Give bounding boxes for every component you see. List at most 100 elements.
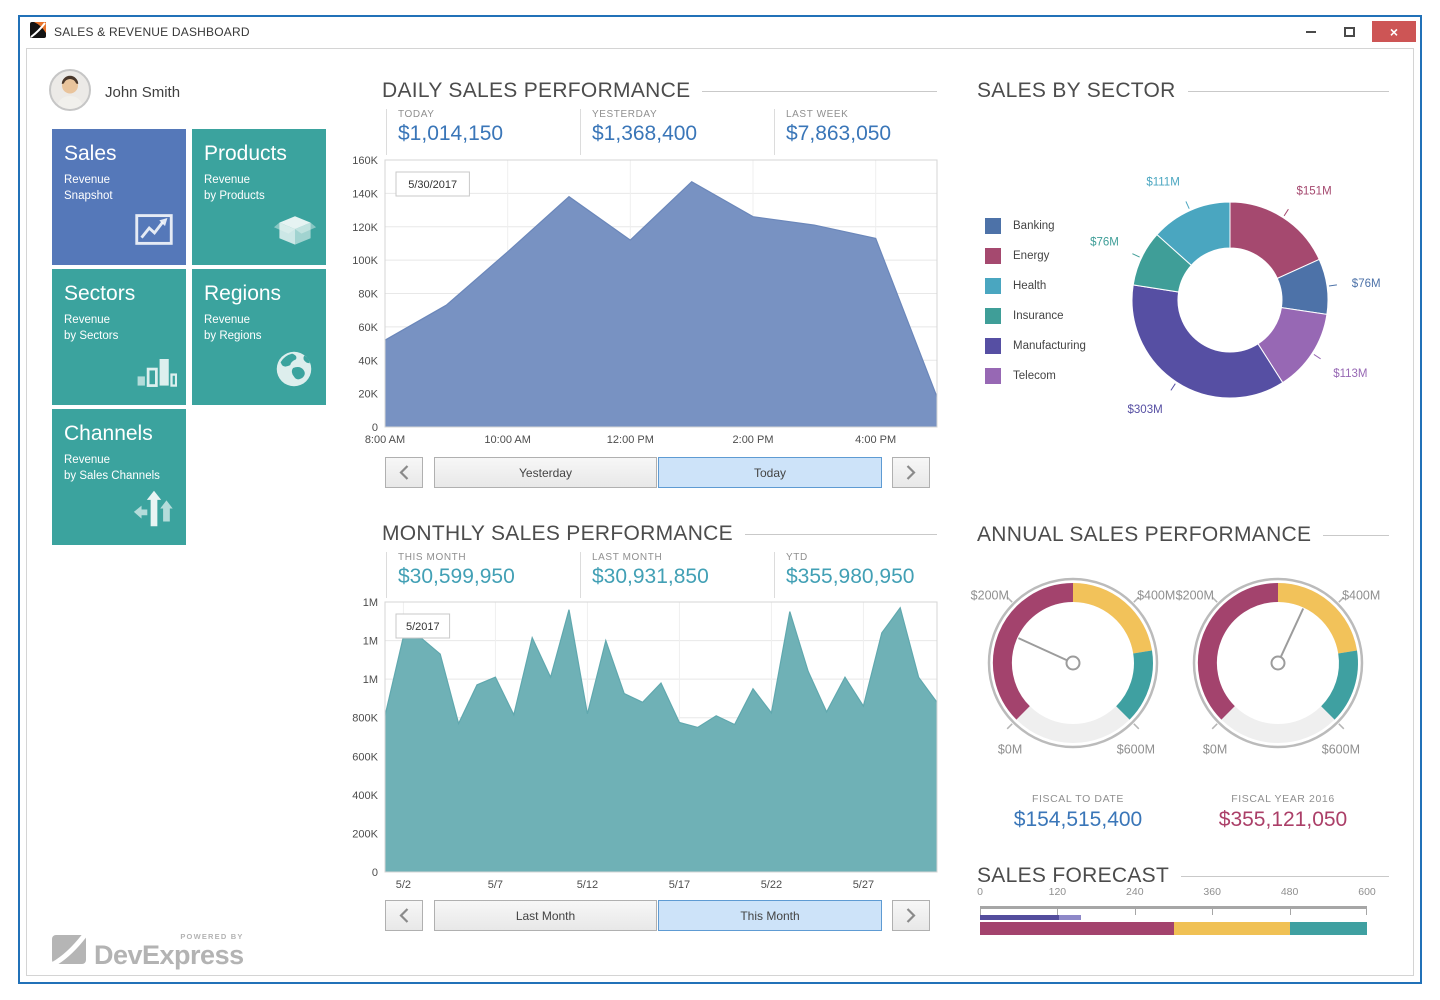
svg-text:800K: 800K — [352, 713, 378, 725]
svg-text:5/2017: 5/2017 — [406, 621, 440, 633]
daily-sales-chart[interactable]: 0 20K 40K 60K 80K 100K 120K 140K 160K 8:00 AM 10:0… — [339, 155, 947, 456]
legend-item-health: Health — [985, 278, 1086, 294]
svg-text:5/2: 5/2 — [396, 879, 411, 891]
stat-label: LAST WEEK — [786, 109, 849, 120]
svg-text:5/17: 5/17 — [669, 879, 690, 891]
tile-channels[interactable]: Channels Revenue by Sales Channels — [52, 409, 186, 545]
legend-swatch — [985, 218, 1001, 234]
svg-text:$113M: $113M — [1333, 368, 1367, 380]
tile-subtitle: Revenue by Products — [204, 174, 265, 202]
tile-sectors[interactable]: Sectors Revenue by Sectors — [52, 269, 186, 405]
svg-text:$400M: $400M — [1342, 589, 1380, 603]
monthly-prev-button[interactable] — [385, 900, 423, 931]
legend-swatch — [985, 368, 1001, 384]
monthly-this-month-button[interactable]: This Month — [658, 900, 882, 931]
stat-yesterday: YESTERDAY $1,368,400 — [580, 109, 773, 155]
tile-subtitle: Revenue Snapshot — [64, 174, 113, 202]
maximize-button[interactable] — [1334, 21, 1364, 42]
stat-value: $1,368,400 — [592, 122, 698, 145]
svg-text:120K: 120K — [352, 222, 378, 234]
svg-text:20K: 20K — [358, 389, 378, 401]
legend-item-energy: Energy — [985, 248, 1086, 264]
legend-item-insurance: Insurance — [985, 308, 1086, 324]
tile-products[interactable]: Products Revenue by Products — [192, 129, 326, 265]
legend-label: Banking — [1013, 220, 1055, 232]
svg-text:5/7: 5/7 — [488, 879, 503, 891]
brand-footer: POWERED BY DevExpress — [48, 930, 244, 969]
stat-value: $7,863,050 — [786, 122, 892, 145]
sector-section-title: SALES BY SECTOR — [977, 79, 1176, 102]
devexpress-logo-icon — [48, 930, 90, 969]
svg-text:$303M: $303M — [1128, 404, 1163, 416]
svg-text:0: 0 — [372, 867, 378, 879]
svg-text:0: 0 — [372, 422, 378, 434]
svg-text:40K: 40K — [358, 355, 378, 367]
stat-label: TODAY — [398, 109, 435, 120]
svg-text:$151M: $151M — [1297, 186, 1332, 198]
stat-last-week: LAST WEEK $7,863,050 — [774, 109, 967, 155]
tile-title: Sales — [64, 142, 117, 165]
tile-title: Regions — [204, 282, 282, 305]
monthly-last-month-button[interactable]: Last Month — [434, 900, 657, 931]
line-chart-icon — [131, 206, 177, 257]
minimize-button[interactable] — [1296, 21, 1326, 42]
legend-label: Telecom — [1013, 370, 1056, 382]
stat-value: $355,980,950 — [786, 565, 915, 588]
svg-text:$76M: $76M — [1090, 236, 1119, 248]
svg-text:160K: 160K — [352, 156, 378, 167]
svg-text:200K: 200K — [352, 828, 378, 840]
globe-icon — [271, 346, 317, 397]
sector-legend: Banking Energy Health Insurance Manufact… — [985, 218, 1086, 384]
gauge-value: $154,515,400 — [1013, 808, 1143, 831]
powered-by-label: POWERED BY — [180, 932, 244, 941]
svg-text:12:00 PM: 12:00 PM — [607, 434, 654, 446]
annual-section-title: ANNUAL SALES PERFORMANCE — [977, 523, 1312, 546]
close-button[interactable]: × — [1372, 21, 1416, 42]
legend-swatch — [985, 308, 1001, 324]
gauge-caption: FISCAL YEAR 2016 — [1231, 793, 1335, 805]
svg-text:5/27: 5/27 — [853, 879, 874, 891]
maximize-icon — [1343, 26, 1355, 37]
svg-text:$200M: $200M — [971, 589, 1009, 603]
user-row: John Smith — [49, 69, 180, 116]
app-window: SALES & REVENUE DASHBOARD × John Smith S… — [18, 15, 1422, 984]
tile-regions[interactable]: Regions Revenue by Regions — [192, 269, 326, 405]
monthly-section-header: MONTHLY SALES PERFORMANCE — [382, 522, 937, 546]
legend-label: Health — [1013, 280, 1047, 292]
monthly-next-button[interactable] — [892, 900, 930, 931]
svg-text:$76M: $76M — [1352, 278, 1381, 290]
svg-text:140K: 140K — [352, 188, 378, 200]
user-name: John Smith — [105, 84, 181, 101]
svg-text:5/12: 5/12 — [577, 879, 598, 891]
daily-next-button[interactable] — [892, 457, 930, 488]
sales-by-sector-donut[interactable]: $151M $76M $113M $303M $76M $111M — [1060, 172, 1400, 445]
daily-prev-button[interactable] — [385, 457, 423, 488]
legend-swatch — [985, 338, 1001, 354]
tile-subtitle: Revenue by Regions — [204, 314, 262, 342]
legend-item-manufacturing: Manufacturing — [985, 338, 1086, 354]
svg-text:60K: 60K — [358, 322, 378, 334]
forecast-section-header: SALES FORECAST — [977, 864, 1389, 888]
header-rule — [1187, 90, 1389, 92]
avatar — [49, 69, 91, 116]
header-rule — [744, 533, 937, 535]
svg-text:$200M: $200M — [1176, 589, 1214, 603]
monthly-sales-chart[interactable]: 0 200K 400K 600K 800K 1M 1M 1M 5/2 5/7 5/12 5/17 5/2… — [339, 597, 947, 901]
daily-section-title: DAILY SALES PERFORMANCE — [382, 79, 691, 102]
legend-swatch — [985, 278, 1001, 294]
stat-today: TODAY $1,014,150 — [386, 109, 579, 155]
svg-text:1M: 1M — [363, 636, 378, 648]
daily-yesterday-button[interactable]: Yesterday — [434, 457, 657, 488]
legend-label: Insurance — [1013, 310, 1064, 322]
legend-item-telecom: Telecom — [985, 368, 1086, 384]
stat-label: YESTERDAY — [592, 109, 658, 120]
tile-sales[interactable]: Sales Revenue Snapshot — [52, 129, 186, 265]
monthly-section-title: MONTHLY SALES PERFORMANCE — [382, 522, 733, 545]
svg-text:80K: 80K — [358, 289, 378, 301]
legend-label: Energy — [1013, 250, 1050, 262]
legend-label: Manufacturing — [1013, 340, 1086, 352]
fiscal-to-date-gauge: $0M $200M $400M $600M — [963, 555, 1193, 780]
daily-today-button[interactable]: Today — [658, 457, 882, 488]
chevron-left-icon — [399, 908, 409, 923]
brand-name: POWERED BY DevExpress — [94, 933, 244, 969]
